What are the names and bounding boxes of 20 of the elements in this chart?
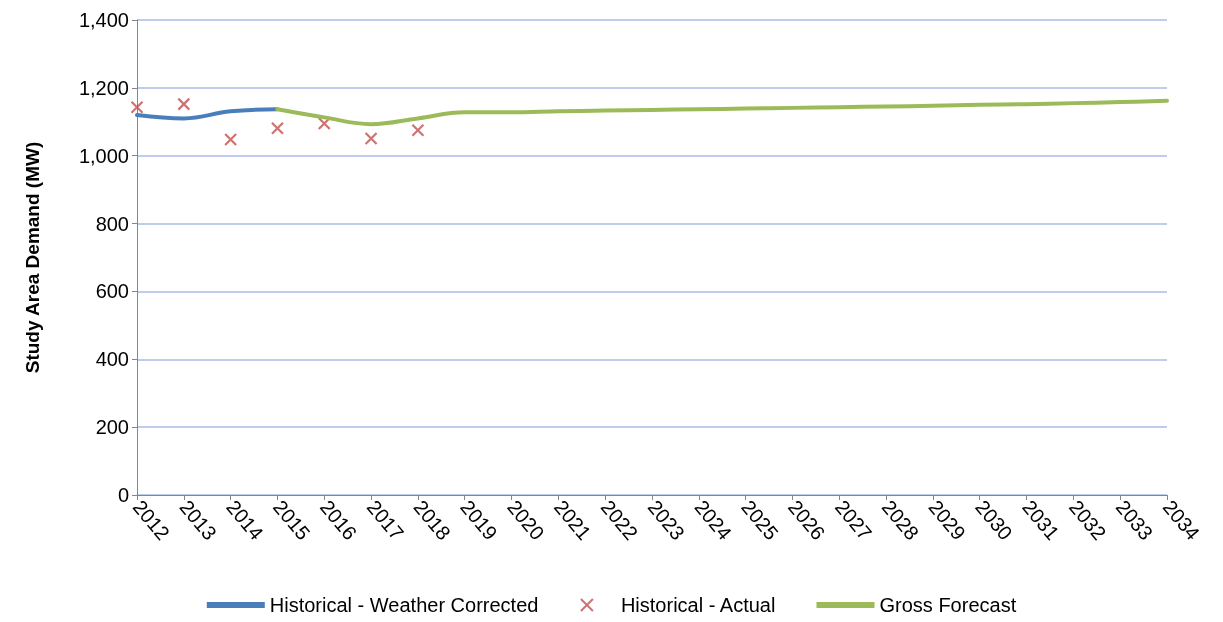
legend-label: Gross Forecast — [879, 594, 1017, 616]
y-tick-label: 200 — [95, 416, 129, 439]
y-tick-label: 1,200 — [78, 76, 129, 99]
line-series — [275, 98, 1169, 127]
point — [364, 131, 378, 146]
point — [270, 121, 285, 135]
y-tick-label: 1,000 — [78, 144, 129, 167]
point — [224, 132, 238, 147]
y-axis-title: Study Area Demand (MW) — [22, 141, 43, 374]
point — [317, 116, 331, 131]
point — [177, 97, 191, 111]
y-tick-label: 0 — [117, 484, 129, 506]
legend-label: Historical - Actual — [620, 594, 776, 616]
y-tick-label: 1,400 — [78, 9, 129, 31]
y-tick-label: 800 — [95, 212, 129, 235]
y-tick-label: 600 — [95, 280, 129, 303]
point — [130, 100, 144, 114]
y-tick-label: 400 — [95, 348, 129, 371]
point — [411, 123, 425, 137]
legend-label: Historical - Weather Corrected — [269, 594, 539, 616]
